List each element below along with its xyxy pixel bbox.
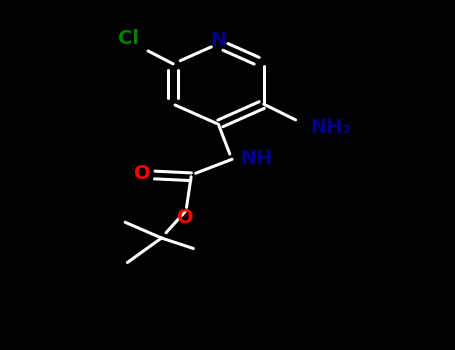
Text: Cl: Cl [118, 29, 139, 48]
Text: N: N [210, 32, 227, 50]
Text: O: O [177, 208, 193, 227]
Text: NH: NH [240, 149, 273, 168]
Text: NH₂: NH₂ [311, 118, 352, 137]
Text: O: O [134, 164, 151, 183]
